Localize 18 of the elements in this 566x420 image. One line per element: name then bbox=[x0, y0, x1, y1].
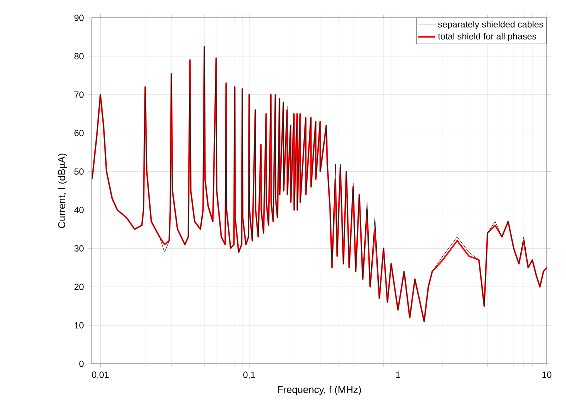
y-tick-label: 50 bbox=[74, 168, 84, 175]
legend-label: total shield for all phases bbox=[438, 33, 536, 42]
y-tick-label: 40 bbox=[74, 207, 84, 214]
y-tick-label: 80 bbox=[74, 53, 84, 60]
legend-label: separately shielded cables bbox=[438, 21, 544, 30]
y-tick-label: 10 bbox=[74, 322, 84, 329]
x-tick-label: 1 bbox=[396, 372, 400, 378]
y-axis-title: Current, I (dBµA) bbox=[58, 154, 68, 228]
y-tick-label: 70 bbox=[74, 92, 84, 98]
y-tick-label: 90 bbox=[74, 14, 84, 22]
y-tick-label: 0 bbox=[80, 360, 84, 368]
x-tick-label: 10 bbox=[542, 372, 552, 378]
x-axis-title: Frequency, f (MHz) bbox=[278, 386, 362, 396]
y-tick-label: 20 bbox=[74, 284, 84, 290]
y-tick-label: 30 bbox=[74, 245, 84, 252]
x-tick-label: 0,1 bbox=[244, 372, 256, 380]
y-tick-label: 60 bbox=[74, 130, 84, 137]
x-tick-label: 0,01 bbox=[92, 372, 109, 380]
